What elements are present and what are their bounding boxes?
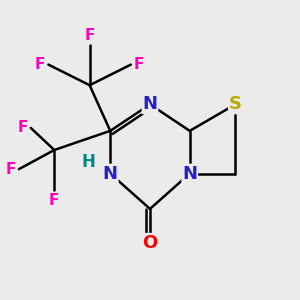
Text: H: H xyxy=(81,153,95,171)
Text: N: N xyxy=(182,165,197,183)
Text: F: F xyxy=(49,193,59,208)
Text: O: O xyxy=(142,234,158,252)
Text: F: F xyxy=(35,57,46,72)
Text: F: F xyxy=(6,162,16,177)
Text: N: N xyxy=(103,165,118,183)
Text: F: F xyxy=(17,120,28,135)
Text: F: F xyxy=(134,57,144,72)
Text: F: F xyxy=(85,28,95,43)
Text: S: S xyxy=(229,95,242,113)
Text: N: N xyxy=(142,95,158,113)
